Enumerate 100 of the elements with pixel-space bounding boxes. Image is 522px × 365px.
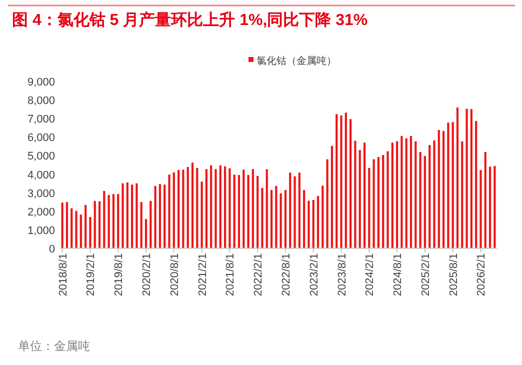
bar: [298, 172, 300, 248]
x-tick-label: 2020/8/1: [168, 253, 181, 296]
bar: [172, 172, 175, 248]
bar: [256, 176, 259, 248]
bar: [386, 151, 389, 248]
bar: [205, 169, 208, 248]
x-tick-label: 2021/2/1: [196, 253, 209, 296]
bar: [480, 170, 482, 248]
x-tick-label: 2021/8/1: [224, 253, 237, 296]
bar: [270, 190, 273, 248]
bar: [150, 200, 152, 248]
bar: [200, 182, 203, 248]
bar: [61, 202, 64, 248]
bar: [396, 141, 398, 248]
bar: [228, 168, 231, 248]
y-tick-label: 1,000: [27, 224, 55, 237]
bar: [475, 120, 478, 248]
x-tick-label: 2018/8/1: [57, 253, 70, 296]
x-tick-label: 2024/2/1: [364, 253, 376, 296]
bar: [447, 122, 450, 248]
bar: [224, 166, 226, 248]
bar: [377, 157, 380, 248]
bar: [438, 130, 440, 248]
bar: [466, 108, 468, 248]
bar: [275, 186, 278, 248]
bar: [372, 159, 375, 248]
bar: [322, 186, 324, 248]
bar: [470, 109, 472, 248]
bar: [368, 168, 370, 248]
bar: [344, 112, 347, 248]
bar: [456, 107, 459, 248]
bar: [289, 172, 292, 248]
bar: [330, 146, 334, 248]
y-tick-label: 2,000: [27, 206, 55, 218]
bar: [233, 174, 236, 248]
x-tick-label: 2024/8/1: [392, 253, 404, 296]
bar: [391, 142, 394, 248]
bar: [308, 200, 310, 248]
x-tick-label: 2025/8/1: [448, 253, 460, 296]
bar: [84, 204, 87, 248]
bar: [238, 174, 240, 248]
bar: [103, 190, 106, 248]
y-tick-label: 4,000: [27, 169, 55, 182]
bar: [461, 141, 464, 248]
bar: [94, 200, 96, 248]
bar: [424, 156, 426, 248]
bar: [66, 202, 68, 248]
bar: [191, 162, 194, 248]
bar: [261, 188, 264, 248]
bar: [284, 190, 287, 248]
y-tick-label: 3,000: [27, 188, 55, 200]
bar: [280, 193, 282, 248]
bar: [178, 170, 180, 248]
bar: [168, 174, 170, 248]
x-tick-label: 2026/2/1: [476, 253, 488, 296]
bar: [112, 194, 115, 248]
bar: [70, 208, 73, 248]
bar: [140, 202, 142, 248]
bar: [316, 196, 320, 248]
bar: [252, 169, 254, 248]
bar: [242, 170, 245, 248]
text: 单位：金属吨: [18, 339, 90, 353]
bar: [303, 190, 306, 248]
bar: [442, 130, 445, 248]
bar: [312, 200, 314, 248]
x-tick-label: 2022/2/1: [252, 253, 265, 296]
bar: [98, 201, 101, 248]
x-tick-label: 2019/8/1: [113, 253, 126, 296]
bar: [214, 169, 217, 248]
bar: [266, 169, 268, 248]
bar: [382, 155, 384, 248]
bar: [108, 194, 110, 248]
bar: [136, 183, 138, 248]
x-tick-label: 2023/8/1: [336, 253, 348, 296]
bar: [488, 166, 492, 248]
bar: [326, 159, 328, 248]
bar: [154, 186, 156, 248]
y-tick-label: 0: [48, 243, 55, 256]
bar: [419, 152, 422, 248]
x-tick-label: 2022/8/1: [280, 253, 292, 296]
x-tick-label: 2020/2/1: [141, 253, 154, 296]
bar: [340, 115, 342, 248]
bar: [126, 182, 128, 248]
bar: [494, 166, 496, 248]
bar: [336, 114, 338, 248]
bar: [428, 145, 431, 248]
y-tick-label: 8,000: [27, 95, 55, 108]
bar: [186, 167, 189, 248]
bar: [219, 165, 222, 248]
bar: [164, 184, 166, 248]
bar: [117, 194, 120, 248]
x-tick-label: 2025/2/1: [420, 253, 432, 296]
bar: [247, 174, 250, 248]
bar: [354, 140, 356, 248]
bar: [196, 168, 198, 248]
y-tick-label: 6,000: [27, 132, 55, 144]
bar: [410, 136, 412, 248]
y-tick-label: 9,000: [27, 76, 55, 89]
bar: [122, 183, 124, 248]
bar: [433, 140, 436, 248]
